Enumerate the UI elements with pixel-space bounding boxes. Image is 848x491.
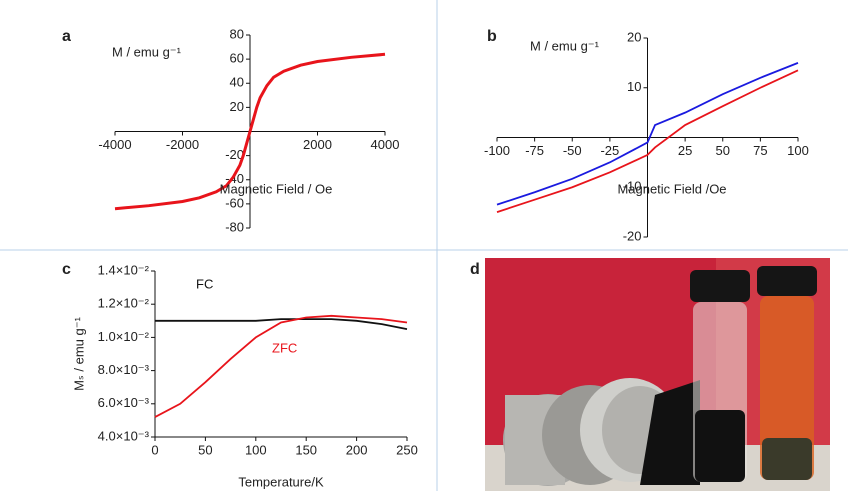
photo [485,258,830,491]
y-tick-label: 40 [230,75,244,90]
y-axis-label: M / emu g⁻¹ [112,44,182,59]
series-label: FC [196,276,213,291]
x-tick-label: 200 [346,442,368,457]
y-tick-label: 8.0×10⁻³ [98,362,150,377]
y-tick-label: -20 [225,147,244,162]
y-tick-label: 4.0×10⁻³ [98,428,150,443]
y-tick-label: 10 [627,79,641,94]
x-tick-label: 250 [396,442,418,457]
data-line [155,318,408,330]
y-tick-label: -60 [225,195,244,210]
x-tick-label: -75 [525,143,544,158]
y-tick-label: 20 [230,99,244,114]
x-tick-label: 75 [753,143,767,158]
x-axis-label: Temperature/K [238,474,324,489]
x-tick-label: -25 [600,143,619,158]
x-tick-label: 0 [151,442,158,457]
x-tick-label: 25 [678,143,692,158]
y-axis-label: Mₛ / emu g⁻¹ [71,316,86,391]
series-label: ZFC [272,340,297,355]
x-tick-label: 150 [295,442,317,457]
x-tick-label: 50 [716,143,730,158]
panel-label: a [62,28,71,45]
x-axis-label: Magnetic Field / Oe [220,181,333,196]
panel-label: b [487,28,497,45]
data-line [114,52,386,211]
x-tick-label: 4000 [371,137,400,152]
x-tick-label: -4000 [98,137,131,152]
panel-label: c [62,261,71,278]
y-tick-label: 20 [627,29,641,44]
y-tick-label: 1.2×10⁻² [98,296,150,311]
y-tick-label: -80 [225,219,244,234]
y-tick-label: 1.0×10⁻² [98,329,150,344]
data-line [496,62,799,206]
y-tick-label: 1.4×10⁻² [98,262,150,277]
y-tick-label: 60 [230,51,244,66]
panel-label: d [470,261,480,278]
x-tick-label: -50 [563,143,582,158]
data-line [496,69,799,213]
x-tick-label: -2000 [166,137,199,152]
y-axis-label: M / emu g⁻¹ [530,38,600,53]
y-tick-label: -10 [623,179,642,194]
x-tick-label: 100 [245,442,267,457]
x-tick-label: 2000 [303,137,332,152]
data-line [154,314,408,418]
x-tick-label: -100 [484,143,510,158]
y-tick-label: -20 [623,228,642,243]
x-tick-label: 50 [198,442,212,457]
x-axis-label: Magnetic Field /Oe [617,181,726,196]
y-tick-label: 80 [230,26,244,41]
x-tick-label: 100 [787,143,809,158]
y-tick-label: 6.0×10⁻³ [98,395,150,410]
